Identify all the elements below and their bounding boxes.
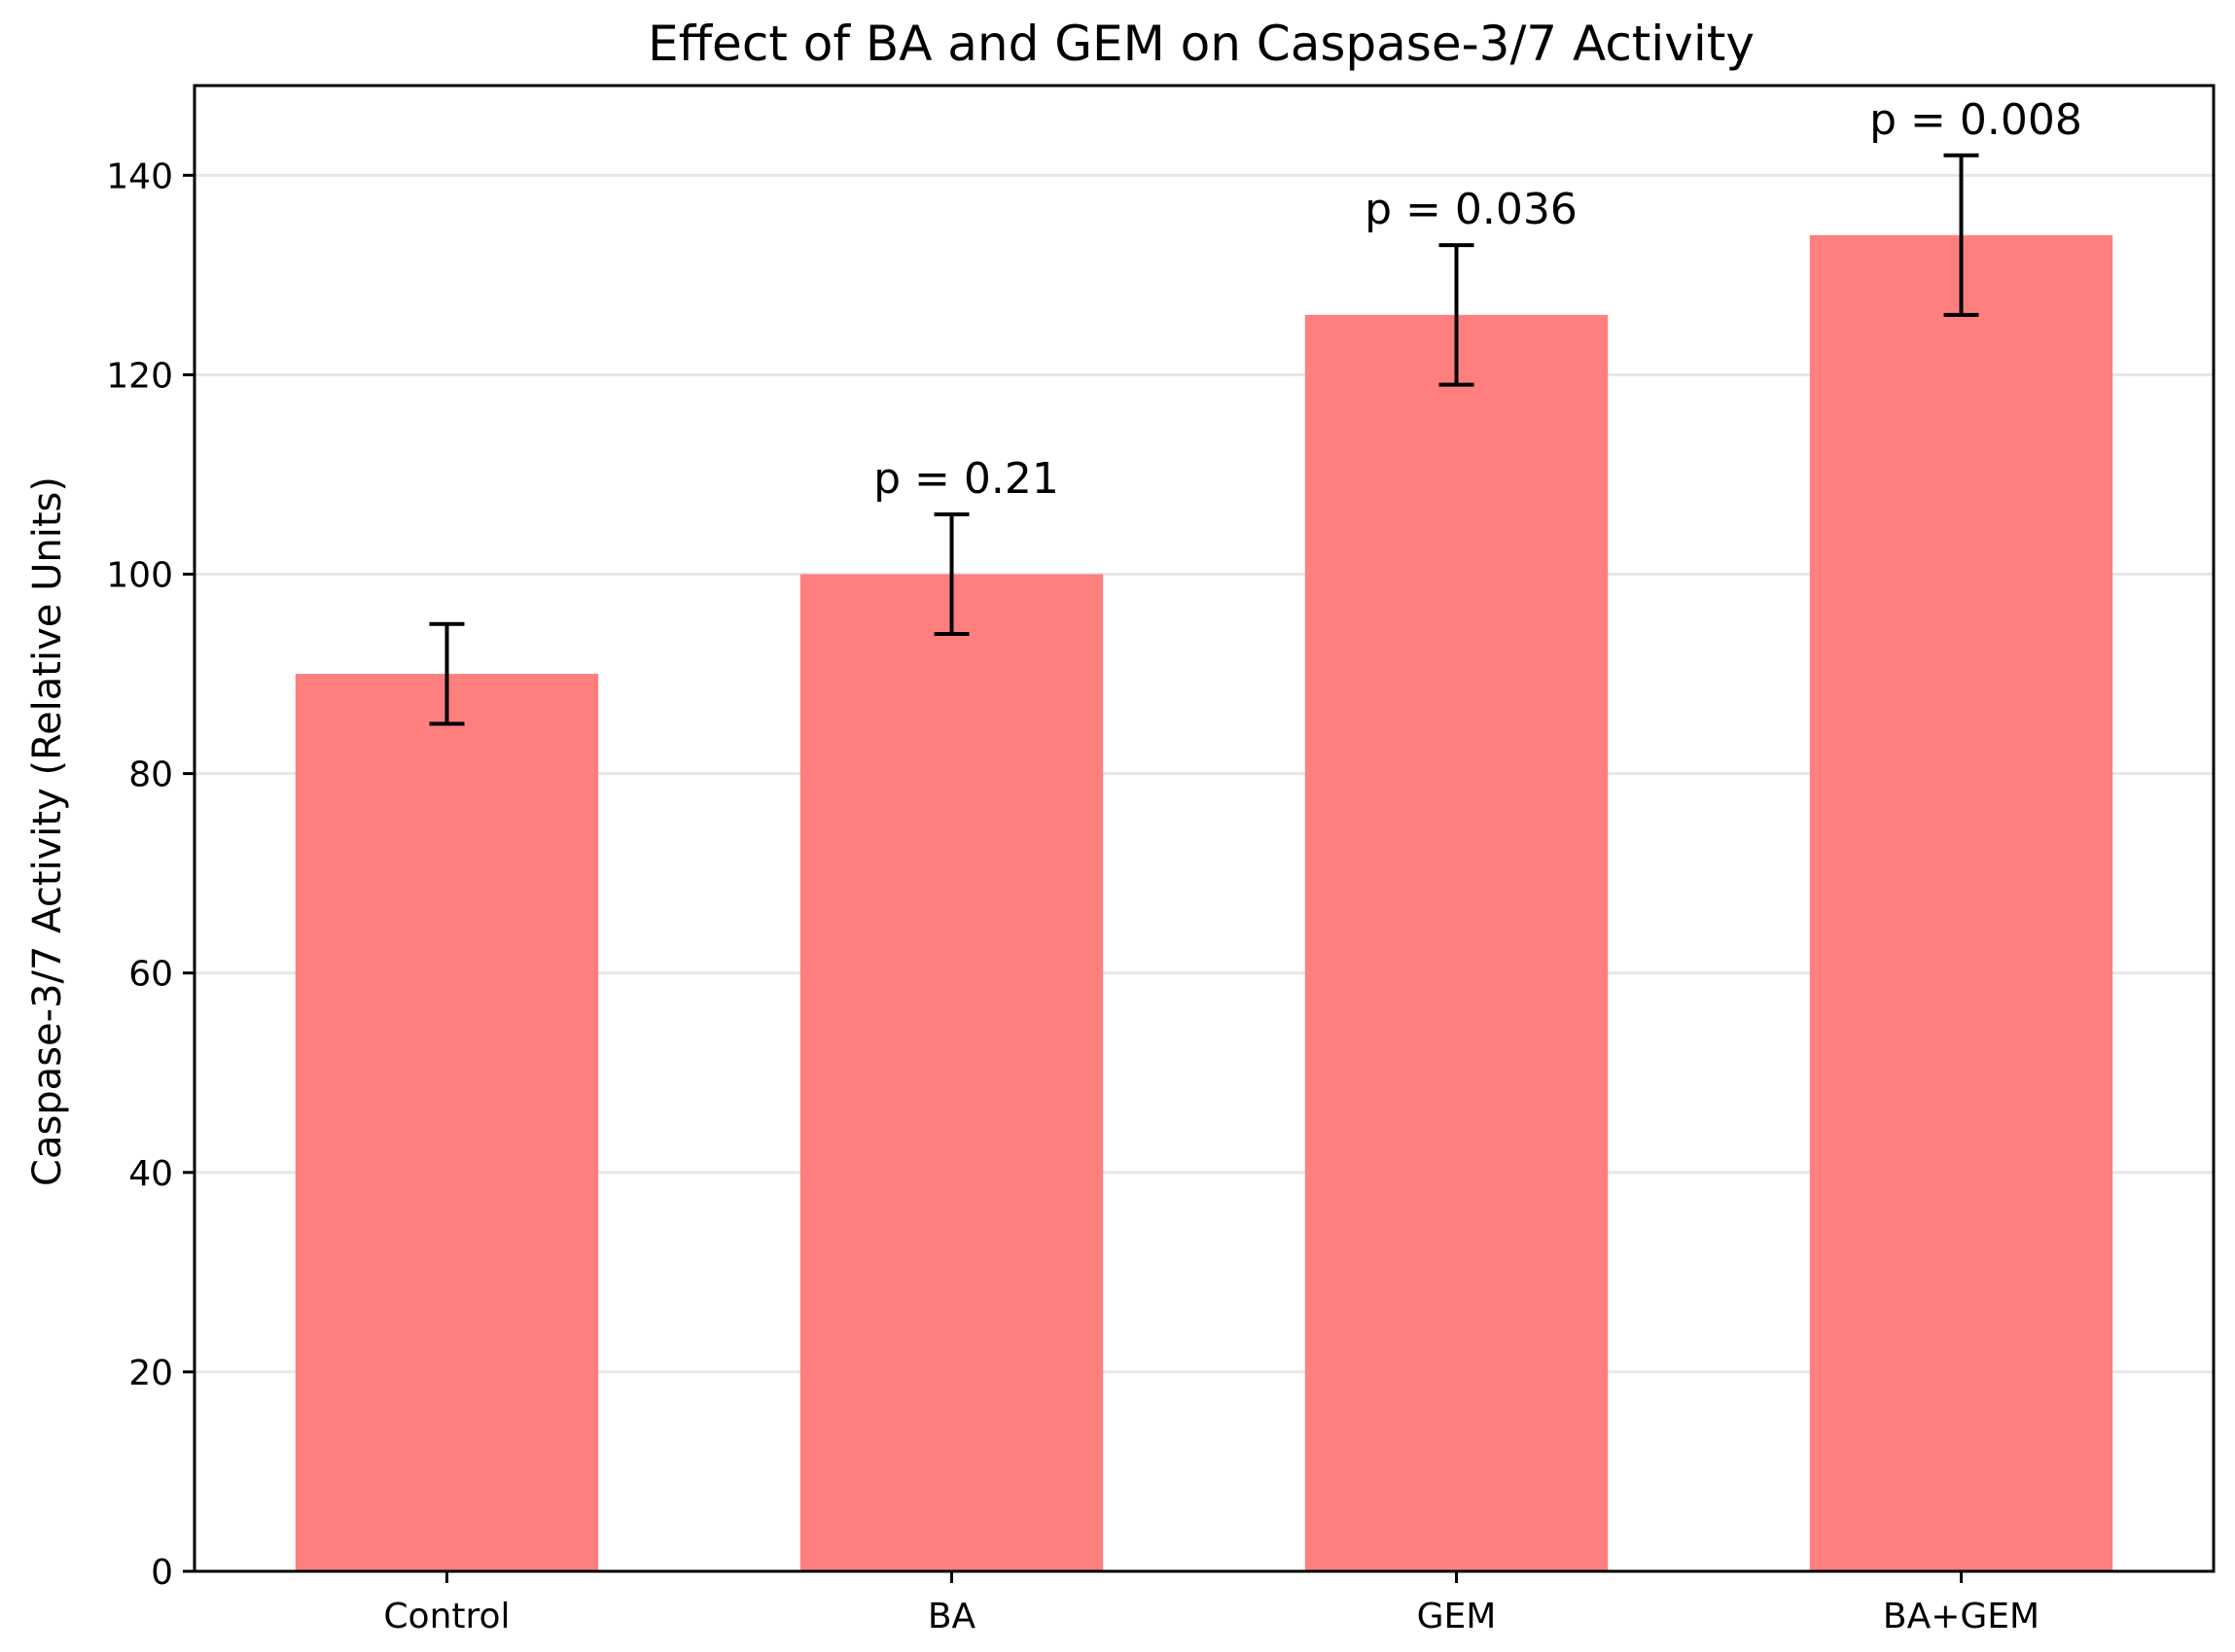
y-tick-label: 40 — [128, 1154, 173, 1194]
y-tick-label: 0 — [151, 1553, 173, 1593]
y-tick-label: 20 — [128, 1353, 173, 1393]
y-tick-label: 100 — [106, 555, 173, 595]
plot-frame — [193, 84, 2216, 1573]
bars — [295, 234, 2113, 1572]
y-axis-ticks: 0 20 40 60 80 100 120 140 — [106, 157, 195, 1593]
bar-gem — [1304, 314, 1609, 1572]
p-value-label: p = 0.21 — [873, 454, 1059, 504]
y-tick-label: 120 — [106, 356, 173, 396]
y-tick-label: 60 — [128, 955, 173, 995]
x-tick-label: BA+GEM — [1883, 1597, 2040, 1636]
bar-ba — [799, 574, 1104, 1572]
x-axis-ticks: Control BA GEM BA+GEM — [383, 1571, 2040, 1636]
x-tick-label: Control — [383, 1597, 510, 1636]
bar-control — [295, 674, 599, 1571]
p-value-label: p = 0.008 — [1869, 95, 2082, 145]
y-tick-label: 140 — [106, 157, 173, 196]
y-tick-label: 80 — [128, 756, 173, 795]
chart-title: Effect of BA and GEM on Caspase-3/7 Acti… — [648, 16, 1755, 72]
error-bars — [429, 153, 1979, 726]
x-tick-label: GEM — [1417, 1597, 1497, 1636]
y-axis-label: Caspase-3/7 Activity (Relative Units) — [25, 476, 70, 1186]
x-tick-label: BA — [928, 1597, 976, 1636]
p-value-annotations: p = 0.21 p = 0.036 p = 0.008 — [873, 95, 2082, 504]
bar-ba-gem — [1809, 234, 2113, 1572]
p-value-label: p = 0.036 — [1365, 185, 1578, 234]
